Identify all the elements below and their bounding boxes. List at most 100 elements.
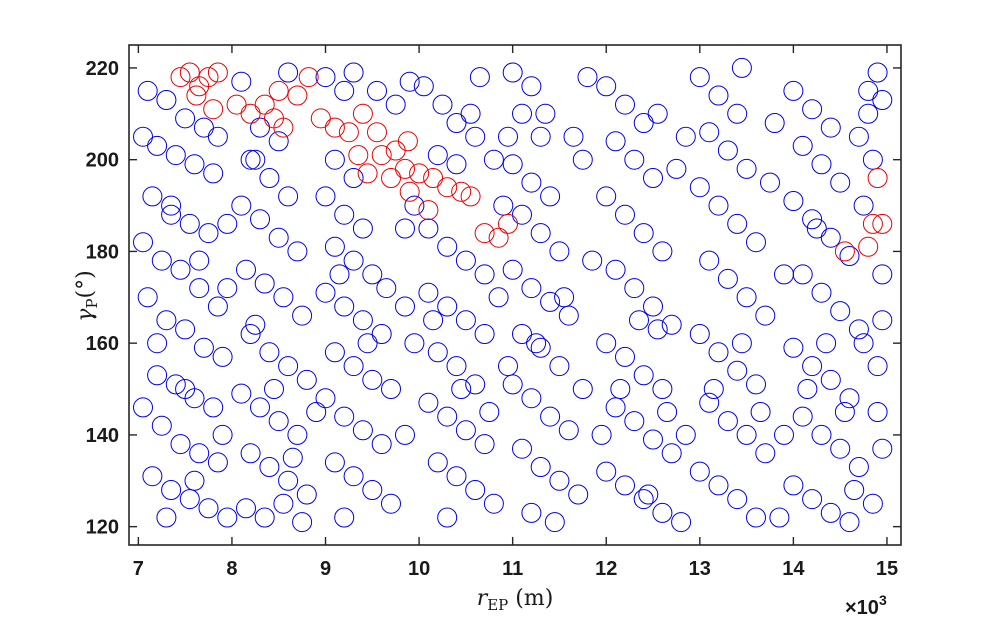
blue-circle-marker [455, 420, 476, 441]
blue-circle-marker [689, 324, 710, 344]
blue-circle-marker [362, 369, 383, 390]
blue-circle-marker [437, 236, 458, 257]
red-circle-marker [418, 200, 439, 221]
blue-circle-marker [203, 163, 224, 184]
series-blue-markers [133, 57, 893, 533]
red-circle-marker [381, 168, 401, 188]
blue-circle-marker [147, 135, 168, 156]
blue-circle-marker [395, 296, 415, 317]
blue-circle-marker [203, 397, 224, 418]
blue-circle-marker [535, 103, 556, 124]
blue-circle-marker [633, 113, 654, 133]
blue-circle-marker [273, 287, 294, 308]
blue-circle-marker [615, 346, 635, 367]
blue-circle-marker [315, 388, 336, 409]
blue-circle-marker [783, 191, 804, 211]
blue-circle-marker [820, 369, 841, 390]
blue-circle-marker [811, 282, 832, 303]
blue-circle-marker [839, 388, 860, 409]
blue-circle-marker [469, 67, 490, 88]
y-tick-label: 160 [86, 333, 119, 355]
red-circle-marker [198, 67, 219, 88]
blue-circle-marker [315, 67, 336, 88]
blue-circle-marker [231, 71, 252, 92]
blue-circle-marker [834, 402, 855, 422]
blue-circle-marker [142, 466, 163, 487]
blue-circle-marker [250, 209, 270, 230]
red-circle-marker [170, 67, 191, 88]
blue-circle-marker [189, 443, 210, 464]
blue-circle-marker [437, 296, 458, 317]
blue-circle-marker [427, 342, 448, 363]
blue-circle-marker [273, 493, 294, 514]
blue-circle-marker [245, 149, 266, 170]
blue-circle-marker [179, 213, 200, 234]
blue-circle-marker [259, 168, 280, 188]
blue-circle-marker [572, 379, 593, 399]
red-circle-marker [397, 131, 418, 152]
blue-circle-marker [352, 420, 373, 441]
blue-circle-marker [521, 278, 542, 299]
blue-circle-marker [334, 204, 355, 225]
blue-circle-marker [324, 149, 345, 170]
blue-circle-marker [465, 374, 486, 395]
blue-circle-marker [605, 397, 626, 418]
blue-circle-marker [175, 319, 196, 340]
blue-circle-marker [418, 282, 439, 303]
blue-circle-marker [133, 397, 153, 418]
blue-circle-marker [217, 278, 238, 299]
blue-circle-marker [343, 62, 364, 83]
blue-circle-marker [521, 502, 542, 523]
red-circle-marker [352, 103, 373, 124]
blue-circle-marker [736, 287, 757, 308]
blue-circle-marker [675, 424, 696, 445]
blue-circle-marker [488, 287, 509, 308]
blue-circle-marker [296, 484, 317, 505]
blue-circle-marker [395, 424, 415, 445]
blue-circle-marker [549, 356, 570, 377]
blue-circle-marker [853, 195, 874, 216]
blue-circle-marker [315, 186, 336, 207]
blue-circle-marker [746, 232, 766, 253]
blue-circle-marker [540, 406, 561, 427]
blue-circle-marker [792, 406, 813, 427]
blue-circle-marker [240, 443, 261, 464]
series-red-markers [170, 62, 893, 262]
blue-circle-marker [184, 470, 205, 491]
blue-circle-marker [512, 103, 532, 124]
x-tick-label: 11 [502, 558, 523, 580]
blue-circle-marker [371, 434, 392, 455]
blue-circle-marker [217, 213, 238, 234]
blue-circle-marker [750, 402, 771, 422]
blue-circle-marker [708, 342, 729, 363]
blue-circle-marker [465, 480, 486, 500]
blue-circle-marker [760, 172, 780, 193]
blue-circle-marker [783, 337, 804, 358]
blue-circle-marker [530, 126, 551, 147]
red-circle-marker [409, 163, 430, 184]
blue-circle-marker [479, 402, 500, 422]
blue-circle-marker [474, 434, 495, 455]
red-circle-marker [207, 62, 228, 83]
blue-circle-marker [727, 213, 748, 234]
blue-circle-marker [647, 103, 668, 124]
red-circle-marker [437, 177, 458, 198]
blue-circle-marker [652, 502, 673, 523]
blue-circle-marker [540, 291, 561, 312]
blue-circle-marker [151, 415, 172, 436]
y-tick-label: 120 [86, 517, 119, 539]
blue-circle-marker [287, 424, 308, 445]
red-circle-marker [240, 103, 261, 124]
blue-circle-marker [236, 259, 256, 280]
blue-circle-marker [268, 131, 289, 152]
blue-circle-marker [207, 452, 228, 473]
blue-circle-marker [797, 379, 818, 399]
red-circle-marker [858, 236, 879, 257]
blue-circle-marker [498, 356, 518, 377]
blue-circle-marker [343, 466, 364, 487]
red-circle-marker [226, 94, 247, 115]
plot-frame [128, 44, 902, 546]
red-circle-marker [834, 241, 855, 262]
blue-circle-marker [624, 278, 645, 299]
blue-circle-marker [278, 186, 299, 207]
